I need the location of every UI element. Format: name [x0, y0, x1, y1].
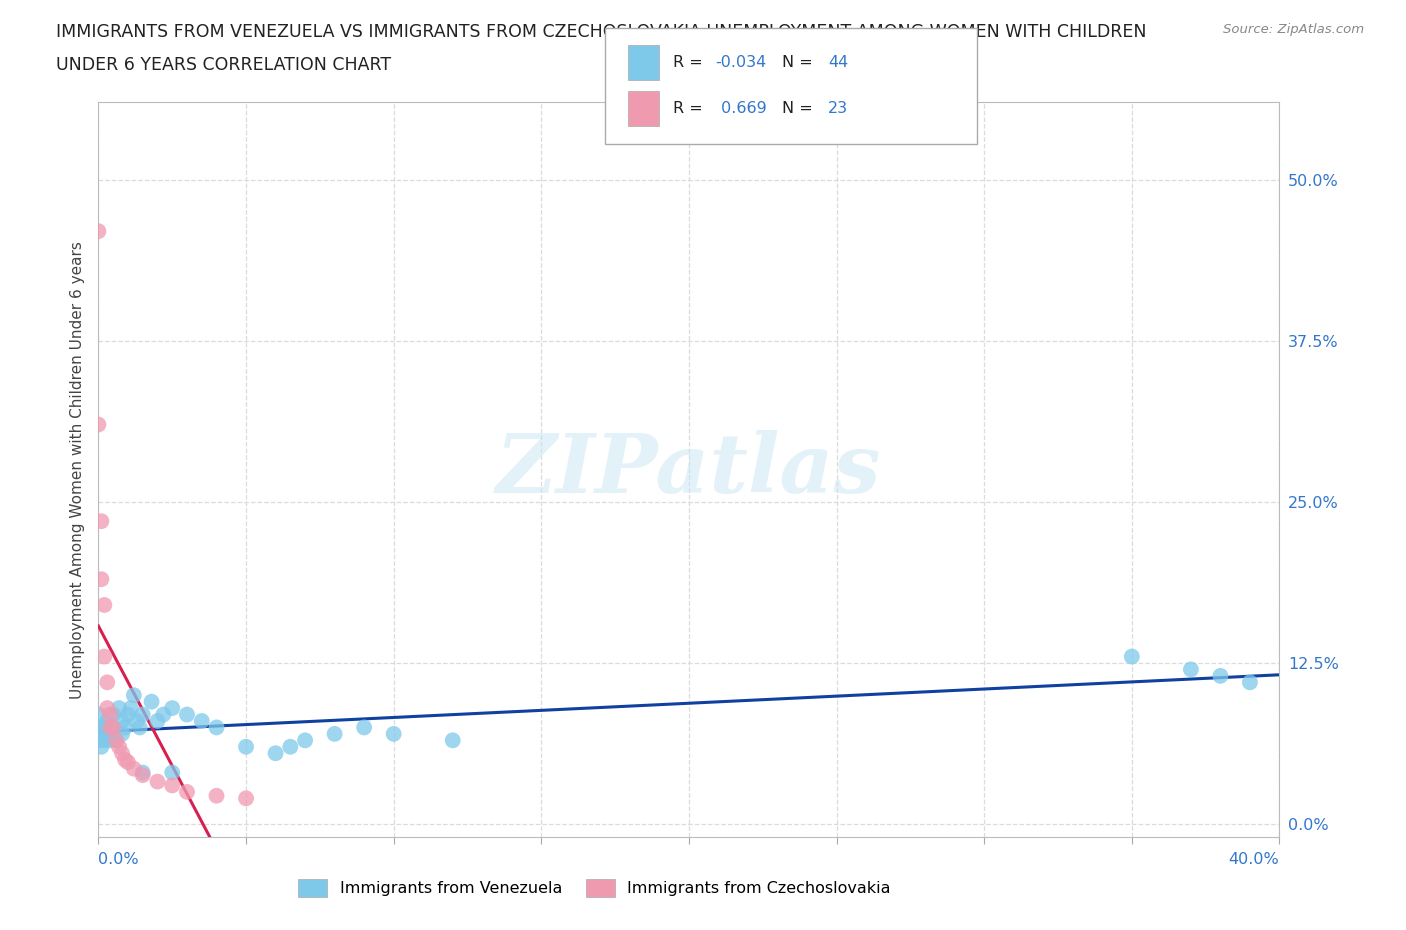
Point	[128, 720, 150, 735]
Point	[114, 752, 136, 767]
Point	[87, 707, 110, 722]
Text: IMMIGRANTS FROM VENEZUELA VS IMMIGRANTS FROM CZECHOSLOVAKIA UNEMPLOYMENT AMONG W: IMMIGRANTS FROM VENEZUELA VS IMMIGRANTS …	[56, 23, 1147, 41]
Text: ZIPatlas: ZIPatlas	[496, 430, 882, 510]
Point	[93, 598, 115, 613]
Point	[294, 733, 316, 748]
Point	[93, 733, 115, 748]
Point	[98, 733, 121, 748]
Point	[235, 790, 257, 805]
Point	[176, 784, 198, 799]
Point	[93, 720, 115, 735]
Point	[87, 417, 110, 432]
Point	[132, 767, 155, 782]
Text: UNDER 6 YEARS CORRELATION CHART: UNDER 6 YEARS CORRELATION CHART	[56, 56, 391, 73]
Point	[441, 733, 464, 748]
Point	[280, 739, 302, 754]
Point	[103, 720, 125, 735]
Point	[1121, 649, 1143, 664]
Point	[235, 739, 257, 754]
Text: 40.0%: 40.0%	[1229, 852, 1279, 867]
Point	[162, 778, 183, 793]
Text: 23: 23	[828, 101, 848, 116]
Text: -0.034: -0.034	[716, 55, 766, 70]
Point	[146, 713, 169, 728]
Point	[132, 707, 155, 722]
Point	[90, 572, 112, 587]
Point	[90, 513, 112, 528]
Point	[93, 649, 115, 664]
Point	[103, 720, 125, 735]
Point	[111, 713, 134, 728]
Point	[111, 726, 134, 741]
Point	[152, 707, 174, 722]
Point	[125, 713, 148, 728]
Point	[98, 707, 121, 722]
Point	[108, 700, 131, 715]
Point	[132, 765, 155, 780]
Point	[117, 755, 139, 770]
Point	[96, 675, 118, 690]
Point	[87, 733, 110, 748]
Text: R =: R =	[673, 55, 709, 70]
Point	[117, 707, 139, 722]
Point	[96, 713, 118, 728]
Text: R =: R =	[673, 101, 709, 116]
Point	[108, 739, 131, 754]
Text: 0.669: 0.669	[716, 101, 766, 116]
Legend: Immigrants from Venezuela, Immigrants from Czechoslovakia: Immigrants from Venezuela, Immigrants fr…	[291, 873, 897, 903]
Point	[90, 739, 112, 754]
Point	[382, 726, 405, 741]
Point	[114, 720, 136, 735]
Point	[105, 733, 128, 748]
Point	[96, 700, 118, 715]
Point	[120, 700, 142, 715]
Point	[205, 720, 228, 735]
Point	[205, 789, 228, 804]
Point	[90, 720, 112, 735]
Point	[323, 726, 346, 741]
Point	[146, 774, 169, 789]
Text: 0.0%: 0.0%	[98, 852, 139, 867]
Point	[87, 726, 110, 741]
Point	[1180, 662, 1202, 677]
Point	[1239, 675, 1261, 690]
Point	[122, 688, 145, 703]
Point	[264, 746, 287, 761]
Point	[353, 720, 375, 735]
Point	[162, 765, 183, 780]
Point	[96, 726, 118, 741]
Point	[111, 746, 134, 761]
Text: N =: N =	[782, 55, 818, 70]
Point	[87, 224, 110, 239]
Point	[122, 762, 145, 777]
Text: N =: N =	[782, 101, 818, 116]
Point	[105, 733, 128, 748]
Point	[191, 713, 214, 728]
Point	[103, 707, 125, 722]
Text: Source: ZipAtlas.com: Source: ZipAtlas.com	[1223, 23, 1364, 36]
Point	[162, 700, 183, 715]
Point	[176, 707, 198, 722]
Y-axis label: Unemployment Among Women with Children Under 6 years: Unemployment Among Women with Children U…	[69, 241, 84, 698]
Point	[141, 694, 163, 709]
Point	[98, 720, 121, 735]
Point	[1209, 669, 1232, 684]
Text: 44: 44	[828, 55, 848, 70]
